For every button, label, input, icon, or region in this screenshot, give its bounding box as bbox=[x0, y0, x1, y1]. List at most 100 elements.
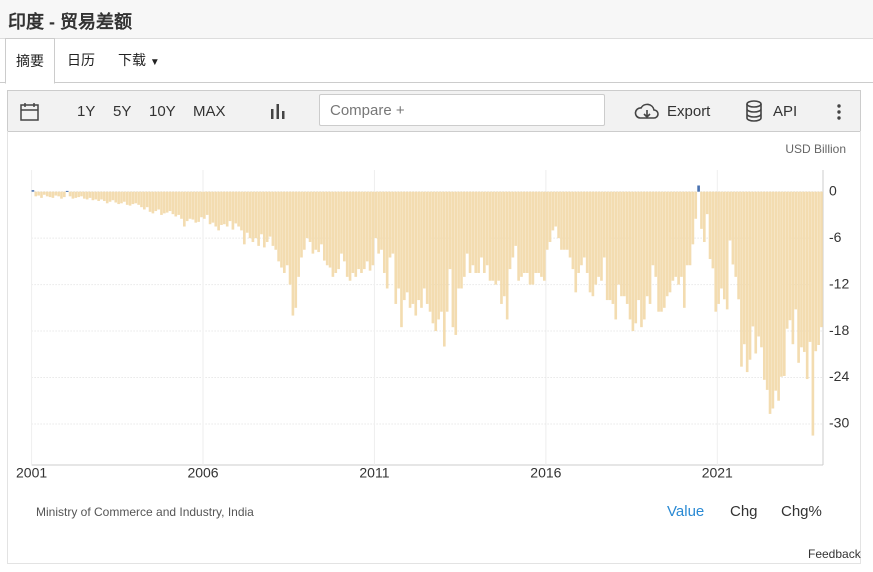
bar bbox=[420, 191, 423, 308]
bar bbox=[185, 191, 189, 222]
bar bbox=[263, 191, 266, 248]
bar bbox=[65, 190, 69, 192]
bar bbox=[580, 191, 583, 266]
bar bbox=[188, 191, 192, 219]
bar bbox=[343, 191, 346, 262]
bar bbox=[108, 191, 112, 202]
tab-label[interactable]: 下载 bbox=[118, 52, 146, 68]
bar bbox=[663, 191, 666, 308]
x-tick-label: 2001 bbox=[16, 465, 47, 481]
bar bbox=[154, 191, 158, 212]
bar bbox=[334, 191, 338, 273]
bar bbox=[260, 191, 263, 235]
bar bbox=[223, 191, 226, 225]
bar bbox=[683, 191, 686, 308]
bar bbox=[385, 191, 389, 289]
bar bbox=[183, 191, 186, 227]
range-button[interactable]: MAX bbox=[193, 103, 226, 120]
bar bbox=[651, 191, 655, 266]
bar bbox=[265, 191, 269, 243]
bar bbox=[497, 191, 500, 281]
bar bbox=[528, 191, 532, 285]
bar bbox=[105, 191, 109, 204]
calendar-icon[interactable] bbox=[20, 102, 40, 122]
bar bbox=[614, 191, 618, 320]
bar bbox=[814, 191, 818, 352]
api-icon[interactable] bbox=[745, 100, 763, 122]
bar bbox=[311, 191, 315, 254]
bar bbox=[191, 191, 195, 220]
bar bbox=[734, 191, 738, 277]
bar bbox=[160, 191, 163, 215]
menu-icon[interactable] bbox=[836, 103, 842, 121]
bar bbox=[403, 191, 406, 301]
bar bbox=[748, 191, 752, 360]
bar bbox=[623, 191, 626, 297]
bar bbox=[671, 191, 675, 281]
export-icon[interactable] bbox=[634, 102, 660, 122]
bar bbox=[125, 191, 129, 205]
bar bbox=[774, 191, 778, 391]
tab[interactable]: 摘要 bbox=[5, 38, 55, 84]
bar bbox=[197, 191, 200, 222]
bar bbox=[323, 191, 326, 261]
bar bbox=[737, 191, 740, 300]
bar bbox=[603, 191, 606, 258]
bar bbox=[128, 191, 132, 206]
range-button[interactable]: 1Y bbox=[77, 103, 96, 120]
bar bbox=[534, 191, 538, 273]
bar bbox=[48, 191, 52, 198]
api-button[interactable]: API bbox=[773, 103, 798, 120]
export-button[interactable]: Export bbox=[667, 103, 711, 120]
bar bbox=[285, 191, 289, 266]
bar bbox=[34, 191, 38, 197]
mode-link[interactable]: Chg bbox=[730, 503, 758, 520]
mode-link[interactable]: Chg% bbox=[781, 503, 822, 520]
x-tick-label: 2006 bbox=[187, 465, 218, 481]
bar bbox=[345, 191, 349, 277]
tab-bar: 摘要 日历 下载 ▼ bbox=[0, 38, 873, 84]
bar bbox=[305, 191, 309, 239]
feedback-link[interactable]: Feedback bbox=[808, 547, 861, 561]
bar bbox=[645, 191, 649, 297]
range-button[interactable]: 5Y bbox=[113, 103, 132, 120]
bar bbox=[294, 191, 298, 308]
bar bbox=[677, 191, 680, 285]
bar bbox=[151, 191, 155, 214]
bar bbox=[57, 191, 60, 197]
bar bbox=[794, 191, 798, 310]
bar bbox=[725, 191, 729, 310]
bar bbox=[368, 191, 372, 271]
bar bbox=[563, 191, 566, 250]
bar bbox=[431, 191, 435, 324]
bar bbox=[268, 191, 272, 237]
bar bbox=[103, 191, 106, 201]
bar bbox=[505, 191, 509, 320]
bar bbox=[514, 191, 518, 246]
bar bbox=[45, 191, 49, 197]
bar bbox=[494, 191, 498, 285]
tab[interactable]: 日历 bbox=[67, 52, 95, 68]
bar bbox=[357, 191, 360, 270]
bar bbox=[543, 191, 546, 281]
bar bbox=[571, 191, 575, 270]
bar bbox=[665, 191, 669, 297]
compare-input[interactable]: Compare + bbox=[319, 94, 605, 126]
bar bbox=[797, 191, 800, 363]
bar bbox=[314, 191, 318, 250]
range-button[interactable]: 10Y bbox=[149, 103, 176, 120]
bar bbox=[445, 191, 449, 312]
bar bbox=[231, 191, 235, 230]
bar bbox=[423, 191, 426, 289]
bar bbox=[360, 191, 363, 273]
bar bbox=[657, 191, 660, 312]
mode-link[interactable]: Value bbox=[667, 503, 705, 520]
bar bbox=[200, 191, 203, 218]
chart-type-icon[interactable] bbox=[269, 102, 287, 120]
bar bbox=[560, 191, 563, 250]
bar bbox=[271, 191, 275, 246]
bar bbox=[668, 191, 672, 293]
tab[interactable]: 下载 ▼ bbox=[118, 52, 160, 68]
bar bbox=[694, 191, 698, 219]
